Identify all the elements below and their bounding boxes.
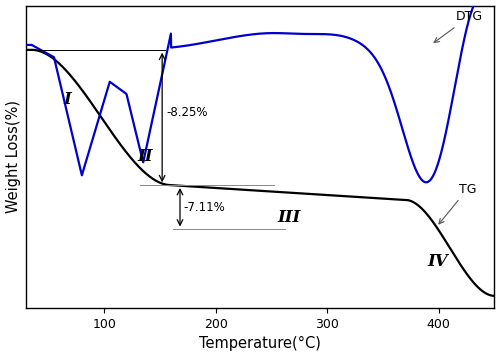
Y-axis label: Weight Loss(%): Weight Loss(%) <box>6 100 20 213</box>
Text: TG: TG <box>439 182 476 224</box>
Text: -7.11%: -7.11% <box>184 201 225 214</box>
Text: -8.25%: -8.25% <box>166 106 208 119</box>
Text: II: II <box>138 147 153 165</box>
Text: III: III <box>277 209 300 226</box>
Text: I: I <box>63 91 70 108</box>
Text: IV: IV <box>428 253 448 270</box>
X-axis label: Temperature(°C): Temperature(°C) <box>200 336 321 351</box>
Text: DTG: DTG <box>434 10 482 42</box>
